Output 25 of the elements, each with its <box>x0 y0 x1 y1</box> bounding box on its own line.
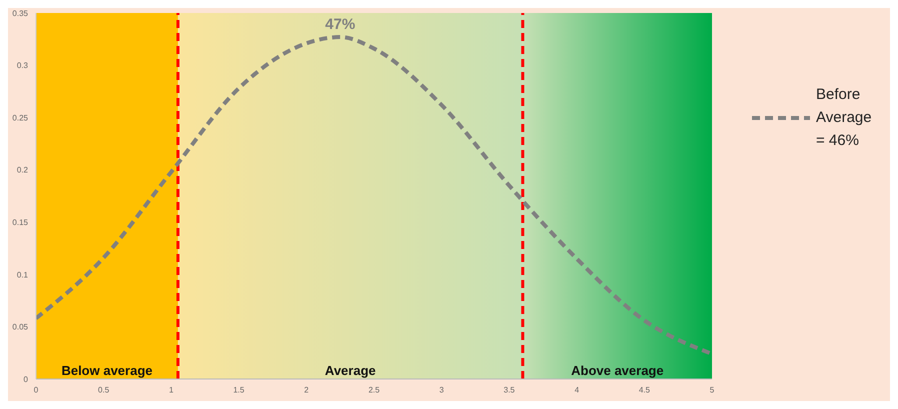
legend-label: Before Average = 46% <box>816 85 873 151</box>
x-tick-label: 0 <box>34 386 39 395</box>
y-tick-label: 0 <box>24 374 29 384</box>
x-tick-label: 4.5 <box>638 386 651 395</box>
band-label: Above average <box>571 363 664 378</box>
x-tick-label: 3.5 <box>504 386 516 395</box>
x-tick-label: 0.5 <box>98 386 110 395</box>
band-label: Below average <box>61 363 153 378</box>
y-tick-label: 0.15 <box>12 218 29 227</box>
x-tick-label: 1.5 <box>233 386 245 395</box>
y-tick-label: 0.05 <box>12 322 29 332</box>
band-label: Average <box>324 363 376 378</box>
x-tick-label: 1 <box>168 386 174 395</box>
y-tick-label: 0.25 <box>12 113 29 122</box>
annotation: 47% <box>325 16 356 34</box>
y-tick-label: 0.2 <box>16 166 29 175</box>
y-tick-label: 0.3 <box>16 61 29 70</box>
y-tick-label: 0.1 <box>16 270 29 280</box>
y-tick-label: 0.35 <box>12 8 29 18</box>
x-tick-label: 4 <box>574 386 580 395</box>
x-tick-label: 2 <box>304 386 310 395</box>
x-tick-label: 5 <box>710 386 715 395</box>
x-tick-label: 2.5 <box>368 386 380 395</box>
x-tick-label: 3 <box>439 386 444 395</box>
line-series <box>36 35 712 356</box>
